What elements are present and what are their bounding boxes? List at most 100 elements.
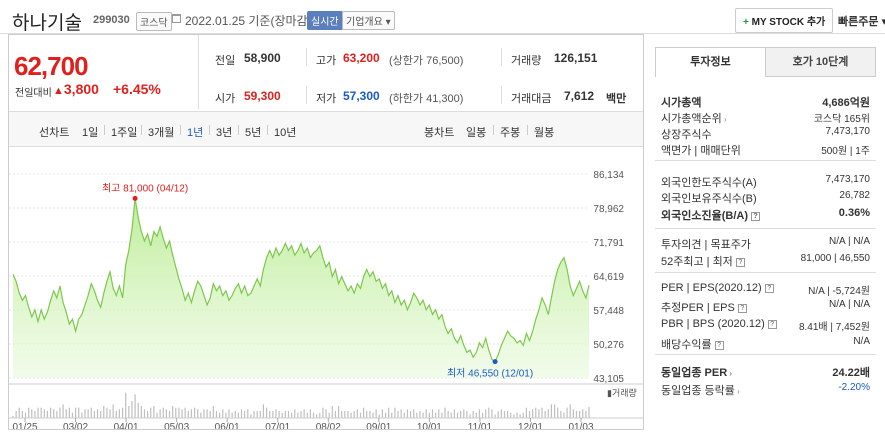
help-icon[interactable]: ? [737,303,747,313]
volume-bar [425,409,427,418]
volume-bar [247,409,249,418]
prev-close-label: 전일 [215,55,236,67]
volume-bar [497,411,499,418]
x-tick-label: 11/01 [468,422,493,429]
volume-bar [200,412,202,418]
volume-bar [316,414,318,418]
volume-bar [153,406,155,418]
volume-bar [341,411,343,418]
divider [306,48,307,66]
info-value: 코스닥 165위 [813,114,870,125]
volume-bar [491,409,493,418]
x-tick-label: 04/01 [114,422,139,429]
help-icon[interactable]: ? [735,257,745,267]
divider [209,125,210,135]
chevron-right-icon[interactable]: › [721,115,727,124]
volume-bar [219,412,221,418]
open-value: 59,300 [244,89,281,103]
help-icon[interactable]: ? [764,283,774,293]
tab-investment-info[interactable]: 투자정보 [655,47,766,77]
high-marker [132,195,138,201]
volume-bar [131,401,133,418]
y-tick-label: 64,619 [593,272,624,283]
range-5y[interactable]: 5년 [245,127,262,139]
volume-bar [400,409,402,418]
volume-bar [71,412,74,418]
volume-bar [453,409,455,418]
volume-bar [40,407,42,418]
volume-bar [422,412,424,418]
volume-bar [162,407,164,418]
tab-order-book[interactable]: 호가 10단계 [765,47,876,77]
volume-bar [28,407,30,418]
volume-bar [106,407,108,418]
volume-bar [128,406,130,418]
stock-name: 하나기술 [12,13,82,34]
realtime-button[interactable]: 실시간 [307,11,343,30]
calendar-icon [172,14,181,23]
volume-bar [356,409,358,418]
info-label: 52주최고 | 최저? [661,253,745,269]
volume-bar [81,412,83,418]
volume-bar [43,409,45,418]
volume-bar [250,414,252,418]
candle-daily[interactable]: 일봉 [466,127,487,139]
range-3m[interactable]: 3개월 [148,127,175,139]
info-label: 외국인소진율(B/A)? [661,207,760,223]
add-mystock-button[interactable]: + MY STOCK 추가 [735,8,834,33]
volume-bar [15,411,17,418]
volume-bar [569,404,571,418]
price-box: 62,700 전일대비 ▲3,800 +6.45% [9,35,199,109]
volume-bar [256,411,258,418]
candle-chart-label: 봉차트 [424,127,455,139]
volume-bar [303,409,305,418]
price-area [13,198,589,378]
volume-bar [388,407,390,418]
volume-bar [403,412,405,418]
volume-bar [209,411,211,418]
volume-bar [500,409,502,418]
volume-bar [259,411,261,418]
help-icon[interactable]: ? [714,340,724,350]
x-tick-label: 05/03 [164,422,189,429]
info-value: N/A | N/A [829,299,870,310]
volume-bar [522,412,524,418]
help-icon[interactable]: ? [767,319,777,329]
volume-bar [75,407,77,418]
price-line [12,198,590,363]
high-label: 고가 [316,55,337,67]
price-chart[interactable]: 최고 81,000 (04/12)최저 46,550 (12/01) ▮거래량 … [9,148,643,429]
volume-bar [406,409,409,418]
divider [180,125,181,135]
volume-bar [560,411,562,418]
volume-bar [478,409,481,418]
chevron-right-icon[interactable]: › [734,387,740,396]
high-annotation: 최고 81,000 (04/12) [102,182,188,194]
chevron-right-icon[interactable]: › [727,369,733,378]
range-1w[interactable]: 1주일 [111,127,138,139]
volume-bar [475,412,477,418]
volume-bar [12,416,14,418]
range-1d[interactable]: 1일 [82,127,99,139]
candle-weekly[interactable]: 주봉 [500,127,521,139]
info-value: N/A | -5,724원 [808,286,870,297]
volume-bar [197,409,199,418]
volume-bar [115,411,117,418]
change-label: 전일대비 [15,88,52,99]
range-1y[interactable]: 1년 [187,127,204,139]
x-tick-label: 09/01 [366,422,391,429]
volume-bar [159,409,161,418]
candle-monthly[interactable]: 월봉 [534,127,555,139]
range-3y[interactable]: 3년 [216,127,233,139]
quick-order-button[interactable]: 빠른주문 ▾ [838,16,885,28]
help-icon[interactable]: ? [751,211,760,221]
lower-limit: (하한가 41,300) [389,93,464,105]
volume-bar [215,411,218,418]
company-overview-dropdown[interactable]: 기업개요 ▾ [342,11,395,30]
divider [267,125,268,135]
range-10y[interactable]: 10년 [274,127,297,139]
volume-bar [535,407,537,418]
volume-bar [309,409,311,418]
volume-bar [325,409,327,418]
info-value: 4,686억원 [822,97,870,109]
